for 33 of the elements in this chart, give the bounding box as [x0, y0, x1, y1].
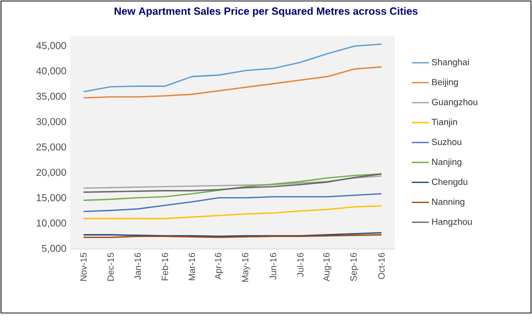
x-tick-label: May-16 [242, 252, 250, 282]
x-tick-label: Sep-16 [350, 252, 358, 282]
x-tick-label: Nov-15 [80, 252, 87, 281]
y-tick-label: 10,000 [36, 220, 66, 228]
legend-label: Nanjing [432, 158, 462, 167]
y-tick-label: 25,000 [36, 143, 66, 152]
x-tick-label: Feb-16 [162, 252, 168, 280]
y-tick-label: 30,000 [36, 118, 66, 126]
legend-label: Suzhou [432, 138, 462, 146]
legend-label: Nanning [432, 198, 464, 207]
x-tick-label: Oct-16 [378, 252, 385, 280]
legend-label: Guangzhou [432, 98, 478, 107]
legend-label: Beijing [432, 78, 458, 88]
line-series [82, 173, 382, 193]
y-tick-label: 40,000 [36, 67, 66, 76]
y-tick-label: 15,000 [36, 194, 66, 202]
x-tick-label: Jul-16 [296, 252, 304, 277]
x-tick-label: Jun-16 [270, 252, 276, 280]
x-tick-label: Aug-16 [323, 252, 332, 282]
x-tick-label: Jan-16 [134, 252, 141, 280]
y-tick-label: 5,000 [42, 244, 66, 254]
y-tick-label: 20,000 [36, 168, 66, 178]
x-tick-label: Apr-16 [214, 252, 224, 280]
chart-title: New Apartment Sales Price per Squared Metres across Cities [114, 7, 418, 17]
legend-label: Tianjin [432, 118, 457, 127]
x-tick-label: Mar-16 [188, 252, 196, 280]
y-tick-label: 35,000 [36, 92, 66, 101]
legend-label: Shanghai [432, 58, 469, 68]
legend-label: Hangzhou [432, 218, 472, 227]
legend-label: Chengdu [432, 178, 468, 187]
line-series [82, 43, 382, 92]
y-tick-label: 45,000 [36, 42, 66, 50]
x-tick-label: Dec-15 [107, 252, 114, 281]
